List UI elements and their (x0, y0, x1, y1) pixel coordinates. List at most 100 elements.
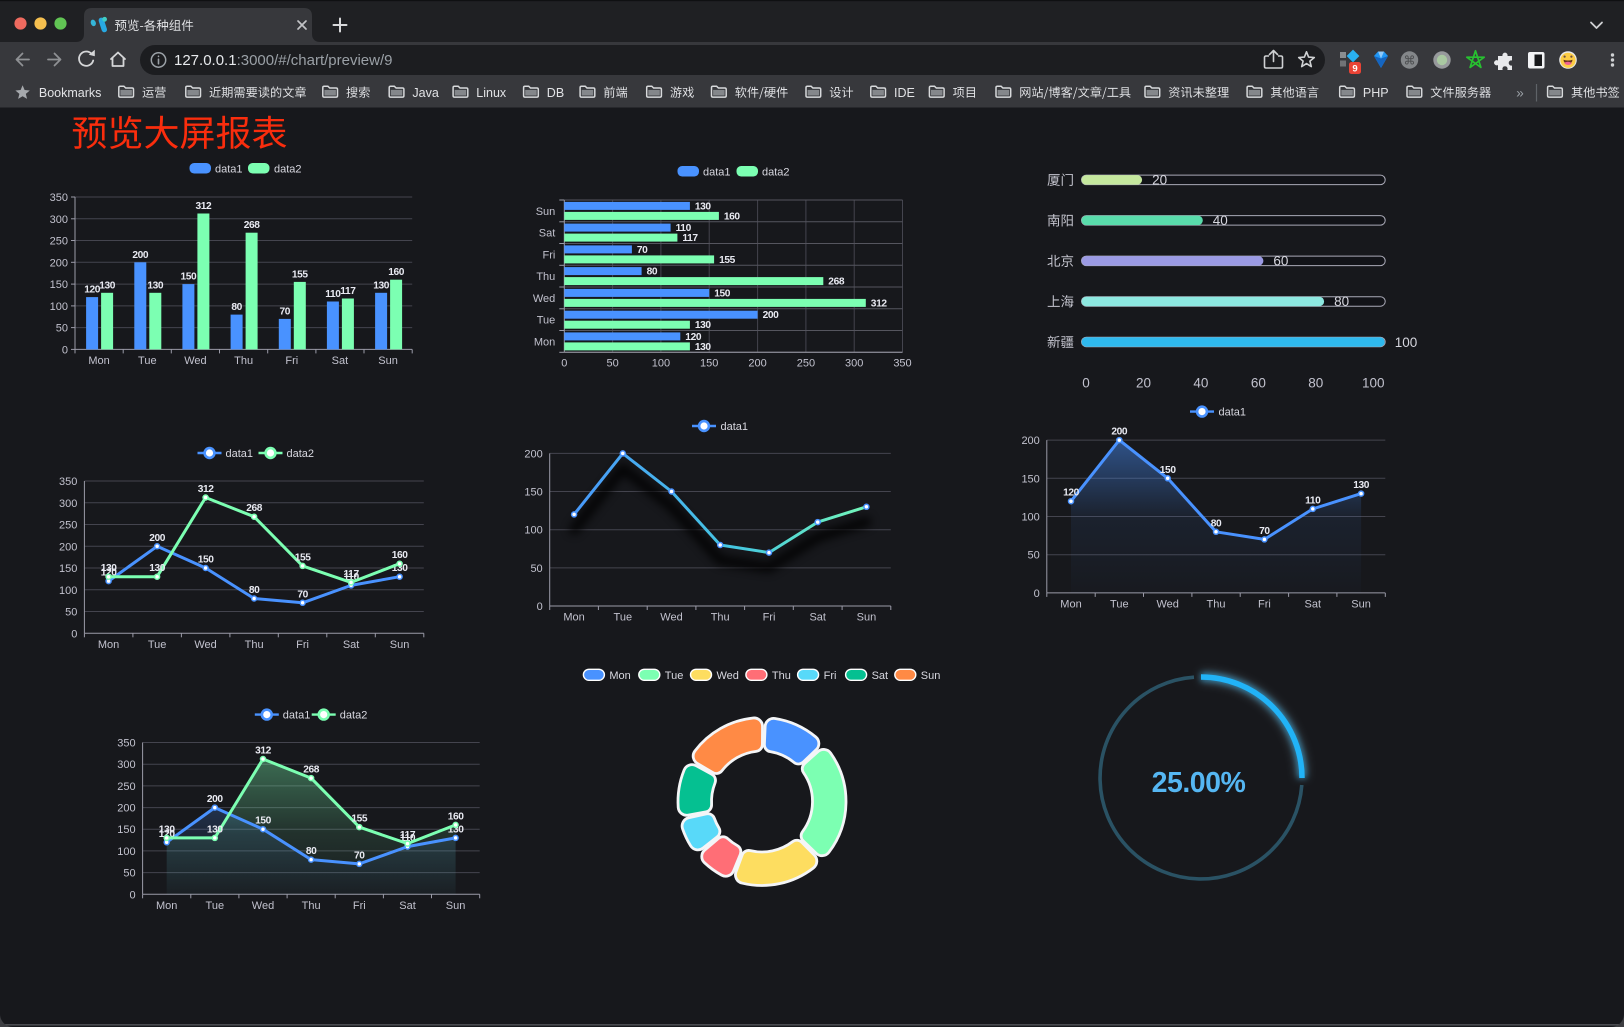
svg-text:70: 70 (280, 306, 291, 317)
svg-text:Sat: Sat (1305, 598, 1322, 610)
svg-text:data2: data2 (340, 709, 368, 721)
svg-text:80: 80 (306, 846, 317, 857)
svg-text:Thu: Thu (536, 271, 555, 283)
svg-text:150: 150 (1021, 473, 1039, 485)
svg-text:160: 160 (388, 267, 405, 278)
svg-text:200: 200 (1111, 427, 1128, 438)
svg-text:Fri: Fri (763, 612, 776, 624)
svg-text:Sat: Sat (399, 900, 416, 912)
svg-text:DB: DB (547, 86, 564, 100)
svg-text:110: 110 (1305, 495, 1321, 506)
svg-text:Tue: Tue (614, 612, 633, 624)
svg-text:Sun: Sun (536, 206, 556, 218)
svg-text:Mon: Mon (1060, 598, 1081, 610)
svg-text:data2: data2 (287, 448, 315, 460)
svg-text:Sat: Sat (343, 639, 360, 651)
svg-text:150: 150 (50, 279, 68, 291)
svg-text:data1: data1 (721, 421, 749, 433)
svg-text:200: 200 (117, 803, 135, 815)
svg-text:312: 312 (195, 201, 212, 212)
svg-text:100: 100 (117, 846, 135, 858)
svg-text:130: 130 (392, 563, 409, 574)
svg-text:Mon: Mon (609, 670, 630, 682)
svg-text:117: 117 (340, 286, 356, 297)
svg-text:268: 268 (303, 765, 320, 776)
svg-text:20: 20 (1136, 376, 1151, 391)
svg-text:160: 160 (448, 811, 465, 822)
svg-text:70: 70 (354, 850, 365, 861)
svg-text:110: 110 (325, 289, 341, 300)
svg-text:Sat: Sat (809, 612, 826, 624)
svg-text:312: 312 (871, 298, 888, 309)
svg-text:Bookmarks: Bookmarks (39, 86, 102, 100)
svg-text:300: 300 (117, 759, 135, 771)
svg-text:80: 80 (1334, 294, 1349, 309)
svg-text:300: 300 (50, 214, 68, 226)
svg-text:Wed: Wed (717, 670, 739, 682)
svg-text:120: 120 (159, 829, 176, 840)
svg-text:Fri: Fri (542, 249, 555, 261)
svg-text:150: 150 (524, 487, 542, 499)
svg-text:312: 312 (198, 484, 215, 495)
svg-text:70: 70 (1259, 526, 1270, 537)
svg-text:»: » (1516, 86, 1524, 101)
svg-text:130: 130 (149, 563, 166, 574)
svg-text:Linux: Linux (476, 86, 507, 100)
svg-text:0: 0 (1034, 588, 1040, 600)
svg-text:50: 50 (1028, 550, 1040, 562)
svg-text:200: 200 (207, 794, 224, 805)
svg-text:130: 130 (207, 824, 224, 835)
svg-text:Sun: Sun (390, 639, 410, 651)
svg-text:130: 130 (147, 280, 164, 291)
svg-text:130: 130 (695, 320, 712, 331)
svg-text:50: 50 (65, 607, 77, 619)
svg-text:250: 250 (59, 520, 77, 532)
svg-text:155: 155 (292, 269, 309, 280)
svg-text:150: 150 (700, 357, 718, 369)
svg-text:Sat: Sat (872, 670, 889, 682)
svg-text:Sat: Sat (539, 228, 556, 240)
svg-text:50: 50 (123, 868, 135, 880)
svg-text:130: 130 (101, 563, 118, 574)
svg-text:200: 200 (748, 357, 766, 369)
svg-text:Mon: Mon (98, 639, 119, 651)
svg-text:Mon: Mon (88, 355, 109, 367)
svg-text:Wed: Wed (1156, 598, 1178, 610)
svg-text:Wed: Wed (533, 293, 555, 305)
svg-text:300: 300 (59, 498, 77, 510)
svg-text:130: 130 (1353, 480, 1370, 491)
svg-text:Thu: Thu (245, 639, 264, 651)
svg-text:312: 312 (255, 746, 272, 757)
svg-text:data1: data1 (1219, 406, 1247, 418)
svg-text:Sun: Sun (378, 355, 398, 367)
svg-text:Mon: Mon (563, 612, 584, 624)
svg-text:120: 120 (84, 285, 101, 296)
svg-text:0: 0 (71, 628, 77, 640)
svg-text:data1: data1 (215, 163, 243, 175)
svg-text:110: 110 (676, 223, 692, 234)
svg-text:80: 80 (1308, 376, 1323, 391)
svg-text:130: 130 (159, 824, 176, 835)
svg-text:117: 117 (682, 233, 698, 244)
svg-text:160: 160 (724, 211, 741, 222)
svg-text:120: 120 (101, 568, 118, 579)
svg-text:Thu: Thu (234, 355, 253, 367)
svg-text:50: 50 (530, 563, 542, 575)
svg-text:350: 350 (50, 192, 68, 204)
svg-text:60: 60 (1251, 376, 1266, 391)
svg-text:268: 268 (246, 503, 263, 514)
svg-text:Fri: Fri (296, 639, 309, 651)
svg-text:Wed: Wed (184, 355, 206, 367)
svg-text:Tue: Tue (537, 315, 556, 327)
svg-text:200: 200 (50, 257, 68, 269)
svg-text:0: 0 (561, 357, 567, 369)
svg-text:250: 250 (117, 781, 135, 793)
svg-text:150: 150 (117, 824, 135, 836)
svg-text:150: 150 (59, 563, 77, 575)
svg-text:250: 250 (50, 236, 68, 248)
svg-text:Tue: Tue (148, 639, 167, 651)
svg-text:100: 100 (1021, 512, 1039, 524)
svg-text:350: 350 (59, 476, 77, 488)
svg-text:200: 200 (763, 310, 780, 321)
svg-text:PHP: PHP (1363, 86, 1389, 100)
